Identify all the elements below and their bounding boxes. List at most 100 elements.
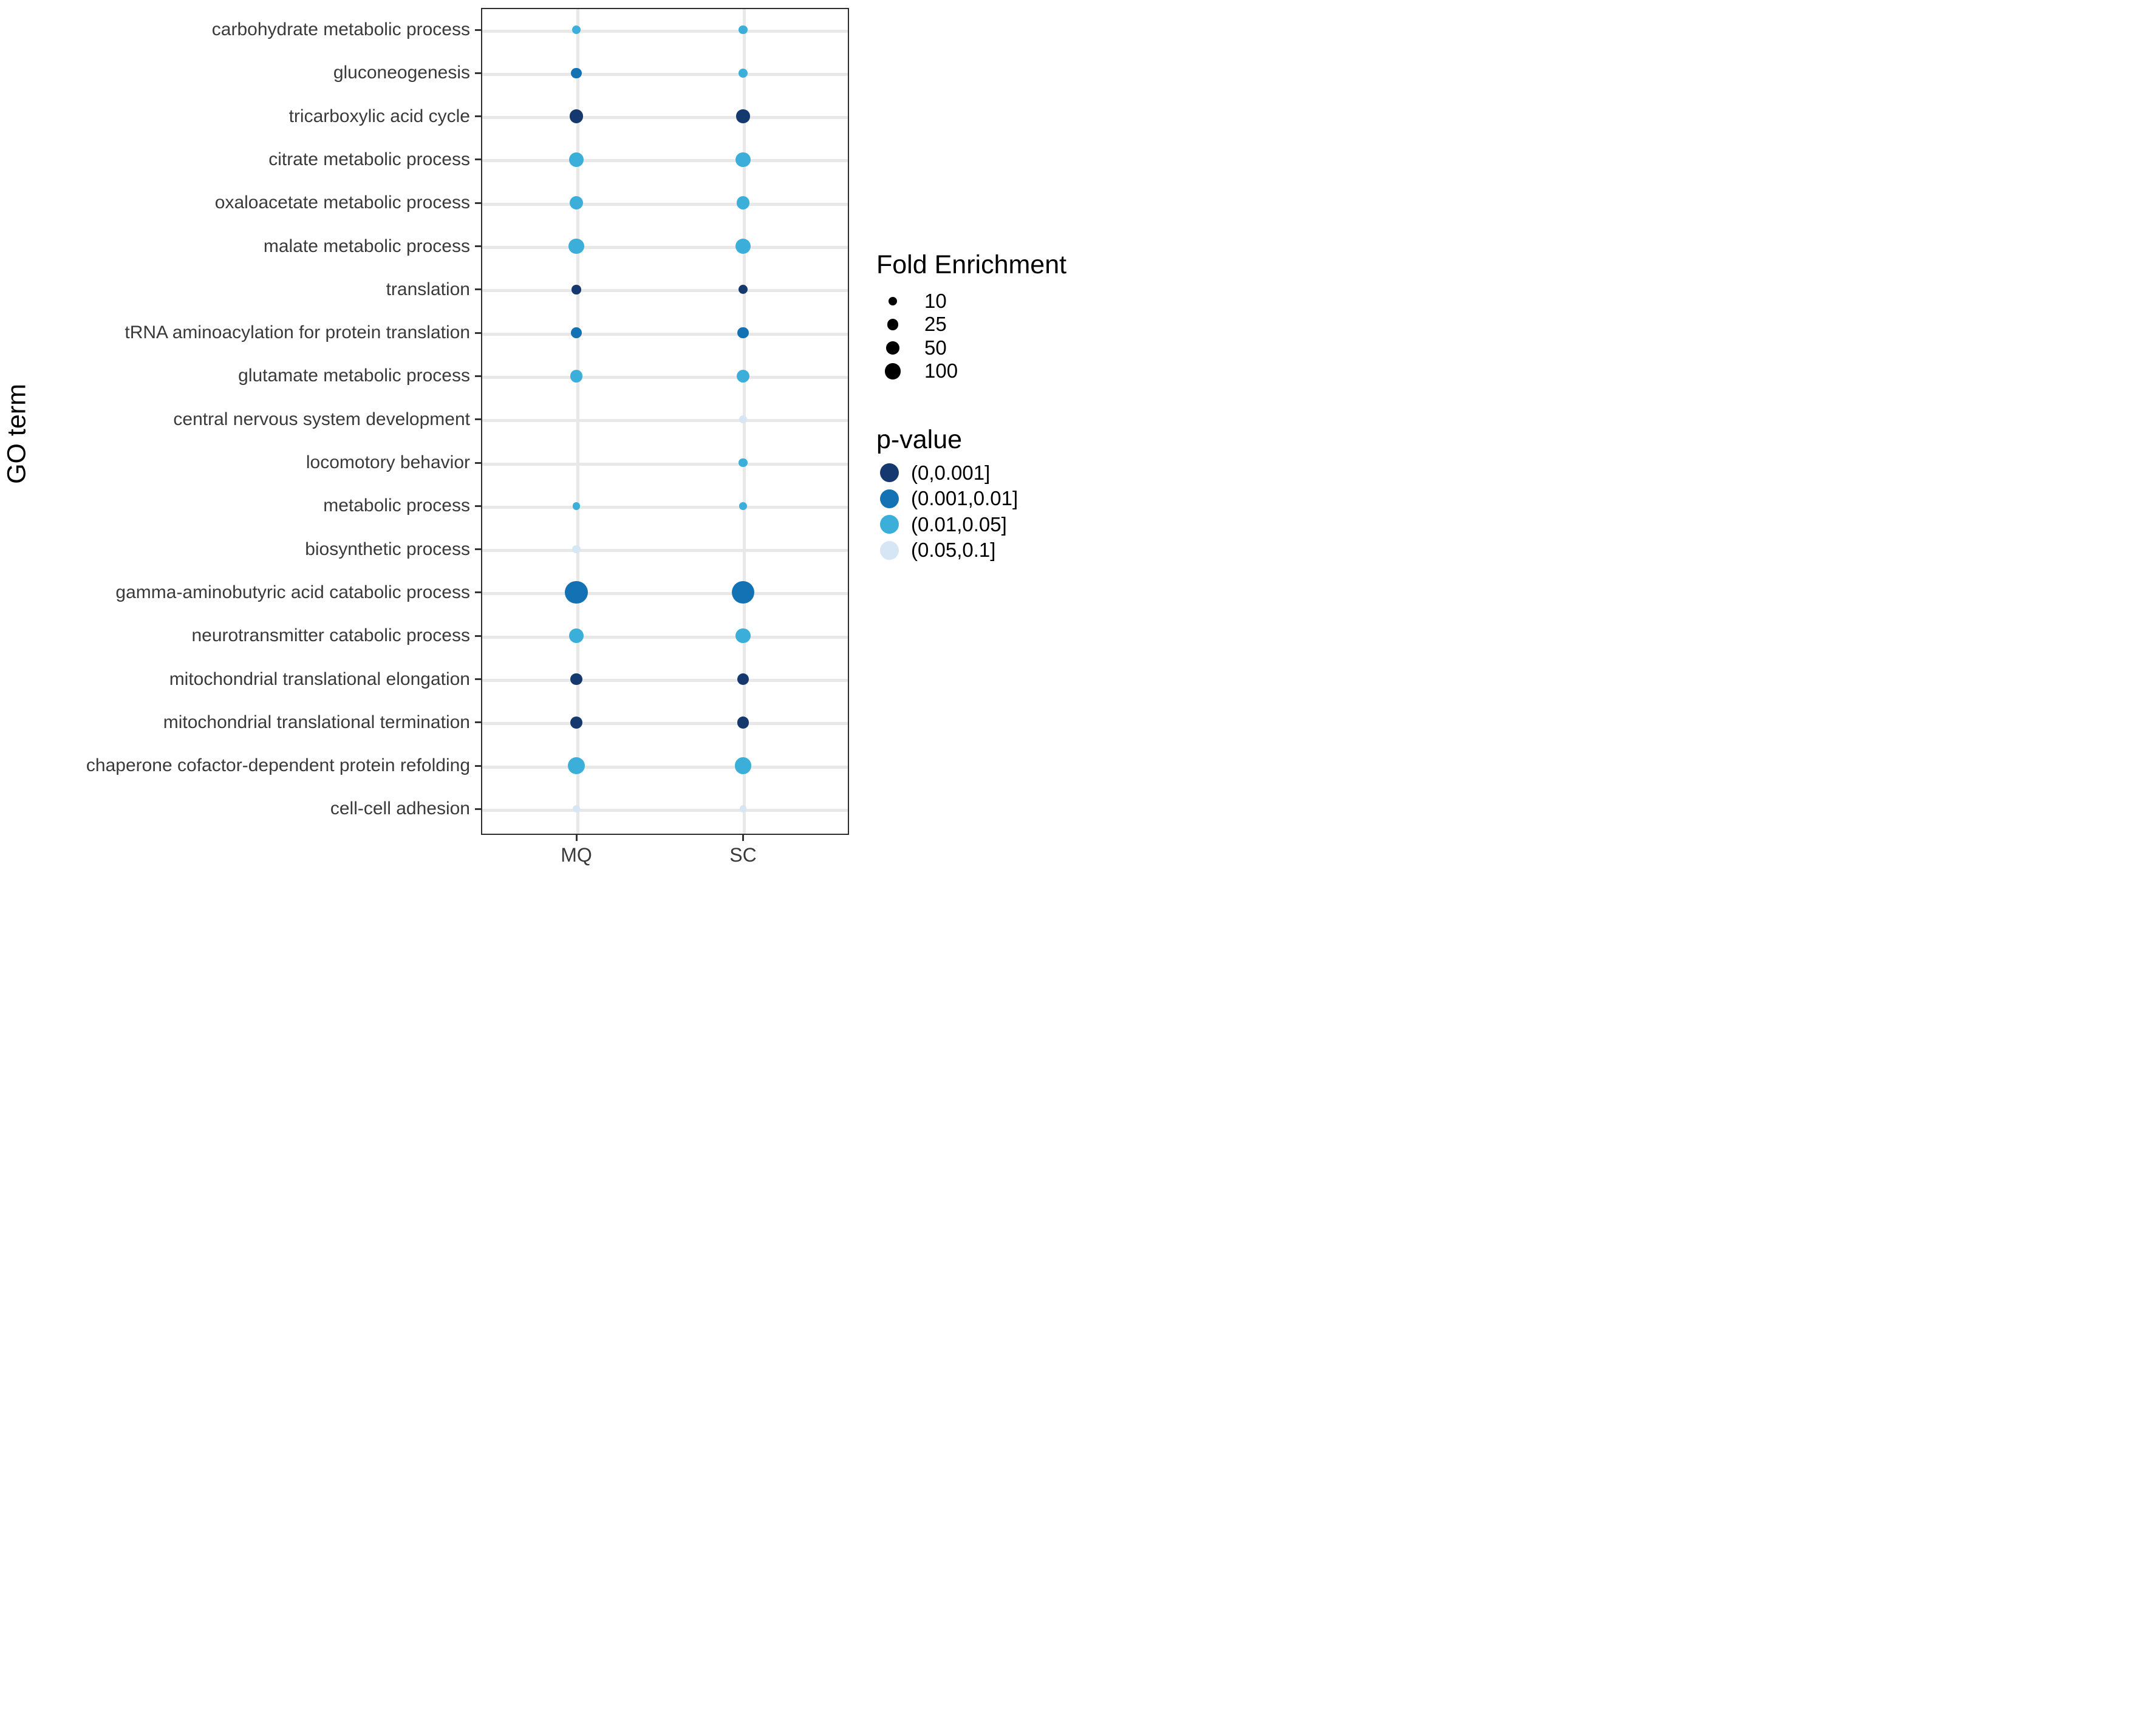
go-term-label: chaperone cofactor-dependent protein ref… <box>86 755 470 776</box>
data-dot <box>570 327 582 339</box>
data-dot <box>735 238 751 254</box>
go-term-label: gluconeogenesis <box>333 63 470 83</box>
grid-column-line <box>576 9 579 834</box>
y-axis-tick <box>475 29 481 31</box>
go-term-label: carbohydrate metabolic process <box>211 19 470 39</box>
condition-label: MQ <box>561 844 592 866</box>
size-legend-value: 25 <box>924 313 947 336</box>
data-dot <box>739 458 748 468</box>
y-axis-tick <box>475 591 481 594</box>
y-axis-tick <box>475 721 481 724</box>
data-dot <box>737 716 749 729</box>
grid-row-line <box>482 765 848 769</box>
grid-row-line <box>482 72 848 76</box>
y-axis-tick <box>475 764 481 767</box>
y-axis-tick <box>475 375 481 377</box>
size-legend-dot <box>884 363 901 380</box>
go-term-label: gamma-aminobutyric acid catabolic proces… <box>115 582 470 602</box>
y-axis-tick <box>475 461 481 464</box>
grid-row-line <box>482 159 848 163</box>
grid-row-line <box>482 419 848 423</box>
data-dot <box>571 285 581 294</box>
y-axis-tick <box>475 678 481 680</box>
size-legend-dot <box>888 296 898 306</box>
data-dot <box>565 581 588 604</box>
data-dot <box>570 716 582 729</box>
pvalue-legend-range: (0,0.001] <box>911 461 991 484</box>
y-axis-tick <box>475 158 481 161</box>
data-dot <box>572 502 581 510</box>
data-dot <box>739 805 747 813</box>
grid-row-line <box>482 116 848 120</box>
pvalue-legend-dot <box>879 463 899 482</box>
grid-row-line <box>482 332 848 336</box>
data-dot <box>739 25 748 35</box>
grid-row-line <box>482 592 848 596</box>
grid-row-line <box>482 549 848 553</box>
size-legend-title: Fold Enrichment <box>876 250 1067 279</box>
y-axis-tick <box>475 332 481 334</box>
go-term-label: glutamate metabolic process <box>238 366 470 386</box>
size-legend-value: 10 <box>924 290 947 312</box>
go-term-label: mitochondrial translational termination <box>163 712 470 732</box>
data-dot <box>568 238 584 254</box>
size-legend-dot <box>887 319 899 330</box>
y-axis-tick <box>475 72 481 74</box>
data-dot <box>569 109 584 123</box>
grid-row-line <box>482 722 848 726</box>
color-legend-title: p-value <box>876 425 963 454</box>
data-dot <box>735 152 751 167</box>
go-term-label: tricarboxylic acid cycle <box>288 106 470 126</box>
go-term-label: tRNA aminoacylation for protein translat… <box>125 322 470 343</box>
go-term-label: oxaloacetate metabolic process <box>214 192 470 213</box>
data-dot <box>736 196 750 210</box>
data-dot <box>734 757 752 775</box>
pvalue-legend-range: (0.01,0.05] <box>911 512 1007 536</box>
data-dot <box>568 628 584 644</box>
go-term-label: biosynthetic process <box>305 539 470 559</box>
x-axis-tick <box>575 835 578 841</box>
pvalue-legend-dot <box>879 540 899 560</box>
grid-row-line <box>482 289 848 293</box>
data-dot <box>739 285 748 294</box>
data-dot <box>571 67 582 78</box>
grid-row-line <box>482 808 848 812</box>
data-dot <box>737 369 749 383</box>
grid-row-line <box>482 505 848 509</box>
size-legend-value: 100 <box>924 359 958 383</box>
go-term-label: cell-cell adhesion <box>330 798 470 819</box>
go-term-label: metabolic process <box>323 495 470 516</box>
y-axis-tick <box>475 808 481 810</box>
data-dot <box>570 673 582 686</box>
y-axis-tick <box>475 245 481 247</box>
y-axis-tick <box>475 635 481 637</box>
data-dot <box>737 327 749 339</box>
go-term-label: translation <box>386 279 470 299</box>
grid-row-line <box>482 635 848 639</box>
y-axis-tick <box>475 202 481 204</box>
data-dot <box>732 581 754 604</box>
size-legend-value: 50 <box>924 336 947 359</box>
y-axis-tick <box>475 548 481 551</box>
data-dot <box>736 109 750 123</box>
data-dot <box>737 673 749 686</box>
data-dot <box>739 415 747 424</box>
y-axis-tick <box>475 288 481 291</box>
data-dot <box>739 68 748 78</box>
data-dot <box>573 805 580 813</box>
go-term-label: citrate metabolic process <box>268 149 470 169</box>
data-dot <box>739 502 747 510</box>
go-term-label: locomotory behavior <box>305 452 470 472</box>
pvalue-legend-dot <box>879 515 899 534</box>
pvalue-legend-range: (0.001,0.01] <box>911 487 1018 510</box>
go-term-label: malate metabolic process <box>263 236 470 256</box>
data-dot <box>567 757 585 775</box>
x-axis-tick <box>742 835 744 841</box>
y-axis-tick <box>475 418 481 421</box>
grid-row-line <box>482 679 848 682</box>
grid-row-line <box>482 375 848 379</box>
condition-label: SC <box>729 844 757 866</box>
grid-row-line <box>482 29 848 33</box>
go-term-label: central nervous system development <box>173 409 470 429</box>
data-dot <box>568 152 584 168</box>
